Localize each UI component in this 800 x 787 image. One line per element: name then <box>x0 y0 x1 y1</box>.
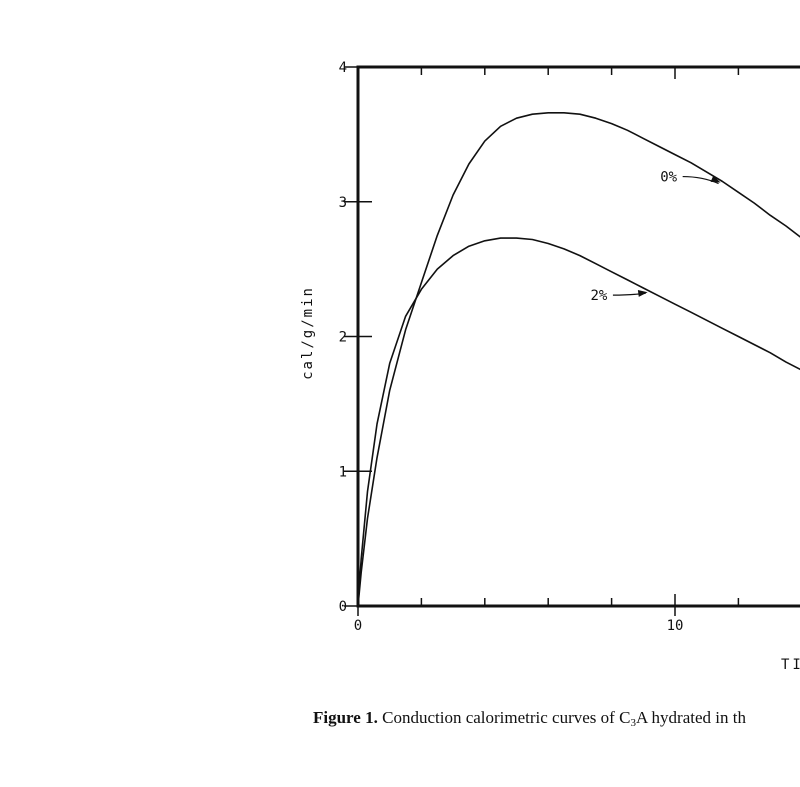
x-tick-label: 0 <box>354 618 362 634</box>
figure-caption: Figure 1. Conduction calorimetric curves… <box>313 708 800 734</box>
y-tick-label: 2 <box>339 330 347 346</box>
axis-ticks: 0 1 2 3 4 0 10 <box>339 60 740 634</box>
plot-area <box>356 65 800 608</box>
series-line-0pct <box>357 112 800 607</box>
annotation-label: 0% <box>660 170 677 186</box>
x-axis-label: TI <box>781 657 800 673</box>
y-tick-label: 1 <box>339 464 347 480</box>
annotation-arrow-head <box>637 290 648 297</box>
y-tick-label: 3 <box>339 195 347 211</box>
series-lines <box>357 112 800 607</box>
y-tick-label: 4 <box>339 60 347 76</box>
curve-annotations: 0% 2% <box>590 170 721 304</box>
annotation-arrow-head <box>710 175 721 183</box>
figure-caption-subscript: 3 <box>630 717 636 729</box>
x-tick-label: 10 <box>667 618 684 634</box>
series-line-2pct <box>357 237 800 607</box>
annotation-arrow-line <box>682 175 719 185</box>
y-axis-label: cal/g/min <box>300 286 316 380</box>
figure-caption-text: Conduction calorimetric curves of C <box>382 708 631 727</box>
plot-frame <box>356 65 800 608</box>
y-tick-label: 0 <box>339 599 347 615</box>
figure-caption-label: Figure 1. <box>313 708 378 727</box>
annotation-label: 2% <box>590 288 607 304</box>
figure-caption-text-end: A hydrated in th <box>635 708 746 727</box>
